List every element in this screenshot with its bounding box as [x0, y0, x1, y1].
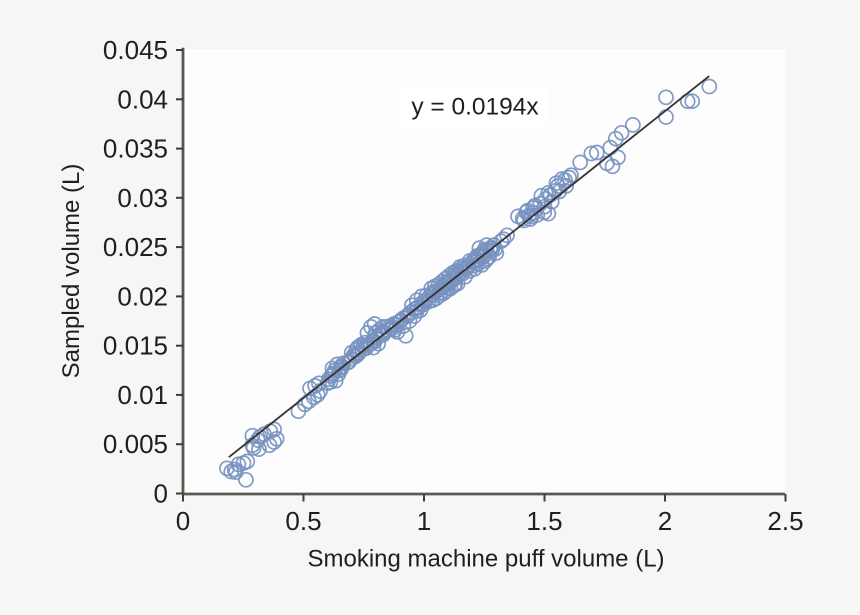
svg-text:0.015: 0.015 — [103, 331, 168, 361]
svg-text:y = 0.0194x: y = 0.0194x — [411, 94, 538, 121]
svg-text:2: 2 — [658, 506, 672, 536]
svg-text:0.5: 0.5 — [285, 506, 321, 536]
svg-text:1: 1 — [417, 506, 431, 536]
svg-text:0.02: 0.02 — [117, 281, 168, 311]
svg-text:0.03: 0.03 — [117, 183, 168, 213]
svg-text:1.5: 1.5 — [526, 506, 562, 536]
svg-text:Smoking machine puff volume (L: Smoking machine puff volume (L) — [307, 546, 664, 573]
svg-text:0: 0 — [154, 479, 168, 509]
svg-text:0.01: 0.01 — [117, 380, 168, 410]
svg-text:0.045: 0.045 — [103, 35, 168, 65]
svg-text:Sampled volume (L): Sampled volume (L) — [58, 164, 85, 379]
svg-text:0.025: 0.025 — [103, 232, 168, 262]
svg-text:0: 0 — [176, 506, 190, 536]
svg-text:2.5: 2.5 — [767, 506, 803, 536]
svg-text:0.035: 0.035 — [103, 134, 168, 164]
svg-text:0.04: 0.04 — [117, 84, 168, 114]
svg-text:0.005: 0.005 — [103, 429, 168, 459]
